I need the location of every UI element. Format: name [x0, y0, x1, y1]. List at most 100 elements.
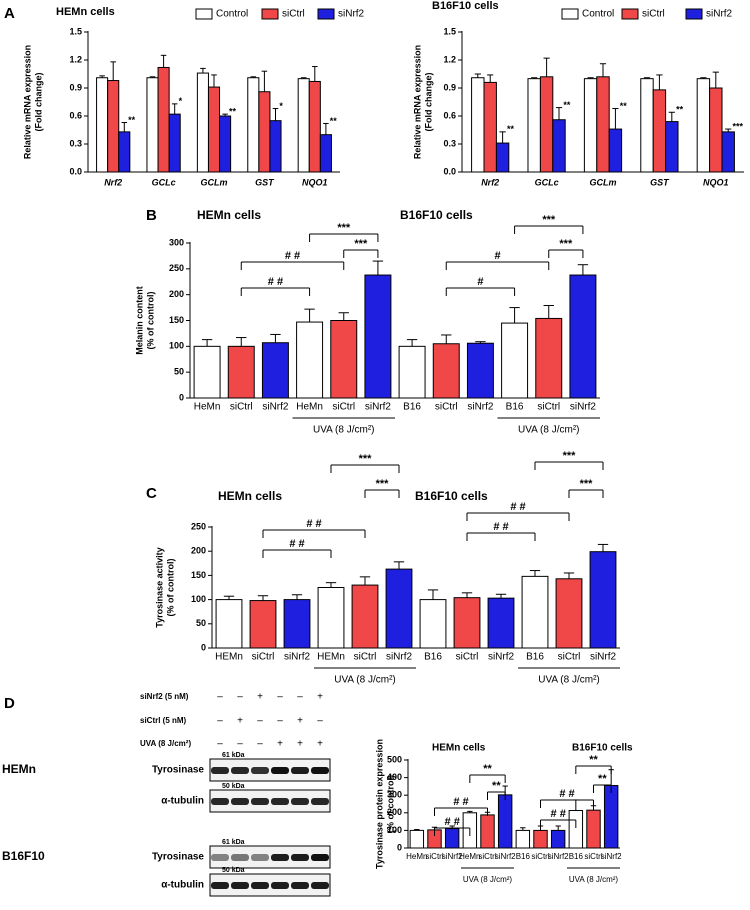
group-label: UVA (8 J/cm²)	[518, 425, 579, 436]
bar	[483, 81, 497, 173]
bar	[364, 274, 392, 399]
y-axis-label: Melanin content	[134, 286, 144, 355]
panel-label: B	[146, 207, 157, 224]
x-tick-label: HeMn	[406, 852, 427, 861]
y-tick-label: 1.2	[69, 54, 82, 64]
bar	[249, 600, 277, 649]
panel-title: B16F10 cells	[400, 208, 473, 222]
bar	[296, 321, 324, 399]
y-axis-label: (% of control)	[385, 775, 395, 833]
bar	[471, 77, 485, 173]
blot-band	[231, 882, 249, 889]
bar	[640, 78, 654, 173]
y-tick-label: 0	[397, 842, 402, 852]
bar	[261, 342, 289, 399]
bar	[569, 274, 597, 399]
bar	[168, 113, 181, 173]
y-tick-label: 0.3	[443, 138, 456, 148]
condition-sign: –	[257, 716, 263, 727]
bar	[596, 76, 610, 173]
x-tick-label: siNrf2	[467, 402, 494, 413]
bar	[317, 587, 345, 649]
y-tick-label: 100	[191, 594, 206, 604]
bar	[269, 120, 282, 173]
significance: *	[179, 96, 183, 106]
bar	[283, 599, 311, 649]
bracket-label: # #	[268, 276, 283, 288]
bar	[721, 131, 735, 173]
y-tick-label: 500	[387, 754, 402, 764]
bracket-label: #	[477, 276, 483, 288]
bracket-label: ***	[359, 453, 373, 465]
protein-label: α-tubulin	[161, 796, 204, 807]
significance: **	[620, 101, 628, 111]
significance: **	[563, 100, 571, 110]
legend-swatch	[561, 8, 579, 20]
x-tick-label: siNrf2	[570, 402, 597, 413]
protein-label: Tyrosinase	[152, 765, 204, 776]
bar	[96, 77, 109, 173]
x-tick-label: siCtrl	[558, 652, 581, 663]
bar	[555, 578, 583, 649]
bar	[453, 597, 481, 649]
significance: **	[330, 116, 338, 126]
cell-label: B16F10	[2, 849, 45, 863]
y-tick-label: 50	[196, 618, 206, 628]
bracket-label: # #	[453, 796, 468, 808]
y-tick-label: 150	[191, 570, 206, 580]
panel-label: C	[146, 485, 157, 502]
y-tick-label: 0.9	[443, 82, 456, 92]
x-tick-label: siCtrl	[456, 652, 479, 663]
significance: **	[229, 107, 237, 117]
y-tick-label: 100	[169, 341, 184, 351]
bracket-label: # #	[510, 501, 525, 513]
bracket-label: ***	[542, 214, 556, 226]
x-tick-label: NQO1	[302, 177, 328, 187]
x-tick-label: siNrf2	[488, 652, 515, 663]
bracket-label: # #	[285, 250, 300, 262]
x-tick-label: Nrf2	[104, 177, 122, 187]
bracket-label: **	[492, 780, 501, 792]
bar	[297, 78, 310, 173]
legend-label: siNrf2	[706, 9, 733, 20]
y-tick-label: 0.6	[69, 110, 82, 120]
blot-band	[271, 882, 289, 889]
bar	[480, 814, 495, 849]
y-tick-label: 250	[191, 521, 206, 531]
blot-band	[291, 798, 309, 805]
y-axis-label: Relative mRNA expression	[22, 45, 32, 159]
legend-swatch	[685, 8, 703, 20]
bar	[247, 77, 260, 173]
blot-band	[211, 854, 229, 861]
blot-band	[231, 798, 249, 805]
blot-band	[211, 798, 229, 805]
y-axis-label: Tyrosinase protein expression	[374, 739, 384, 869]
bar	[215, 599, 243, 649]
y-tick-label: 300	[387, 790, 402, 800]
condition-sign: –	[217, 739, 223, 750]
bar	[521, 575, 549, 649]
bar	[608, 128, 623, 173]
blot-band	[251, 798, 269, 805]
blot-band	[271, 767, 289, 774]
x-tick-label: GST	[255, 177, 275, 187]
bar	[258, 91, 271, 173]
bar	[351, 584, 379, 649]
bar	[207, 86, 221, 173]
y-tick-label: 1.5	[443, 26, 456, 36]
bar	[487, 597, 515, 649]
x-tick-label: siCtrl	[435, 402, 458, 413]
y-tick-label: 200	[169, 289, 184, 299]
protein-label: Tyrosinase	[152, 852, 204, 863]
x-tick-label: HeMn	[194, 402, 221, 413]
blot-band	[311, 798, 329, 805]
condition-sign: +	[257, 692, 263, 703]
bar	[527, 78, 541, 173]
y-tick-label: 0.0	[69, 166, 82, 176]
y-axis-label: (% of control)	[145, 292, 155, 350]
bar	[568, 810, 584, 849]
x-tick-label: GCLm	[590, 177, 617, 187]
y-tick-label: 200	[191, 546, 206, 556]
blot-band	[311, 854, 329, 861]
bracket-label: ***	[559, 238, 573, 250]
